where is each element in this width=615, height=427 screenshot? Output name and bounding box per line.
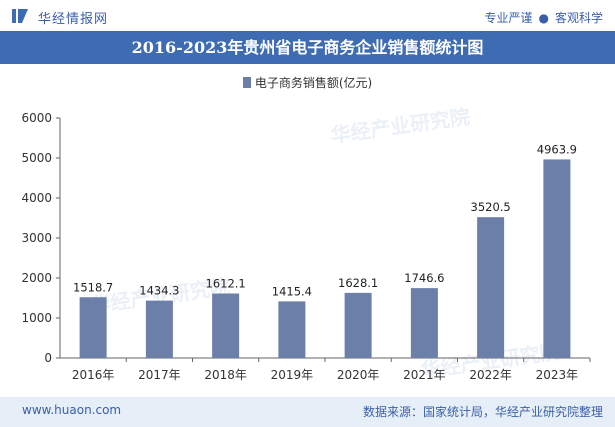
- data-label: 1415.4: [272, 284, 312, 298]
- bar: [278, 301, 306, 358]
- y-tick-label: 5000: [21, 151, 52, 165]
- data-label: 3520.5: [471, 200, 511, 214]
- y-tick-label: 1000: [21, 311, 52, 325]
- y-tick-label: 0: [44, 351, 52, 365]
- x-tick-label: 2020年: [337, 368, 380, 382]
- bar: [212, 293, 240, 358]
- x-tick-label: 2022年: [469, 368, 512, 382]
- chart-title: 2016-2023年贵州省电子商务企业销售额统计图: [0, 31, 615, 64]
- x-tick-label: 2021年: [403, 368, 446, 382]
- bar-chart: 0 1000 2000 3000 4000 5000 6000 1518.7 2016年 1434…: [21, 111, 591, 382]
- bar: [477, 217, 505, 358]
- legend-label: 电子商务销售额(亿元): [254, 76, 373, 90]
- chart-legend: 电子商务销售额(亿元): [0, 74, 615, 91]
- data-label: 1518.7: [73, 280, 113, 294]
- slogan: 专业严谨 ● 客观科学: [484, 9, 603, 26]
- x-tick-label: 2017年: [138, 368, 181, 382]
- x-tick-label: 2018年: [204, 368, 247, 382]
- y-tick-label: 4000: [21, 191, 52, 205]
- legend-swatch: [242, 77, 251, 88]
- y-tick-label: 2000: [21, 271, 52, 285]
- bar: [145, 300, 173, 358]
- slogan-right: 客观科学: [554, 11, 603, 25]
- separator-dot-icon: ●: [538, 11, 549, 25]
- x-tick-label: 2019年: [271, 368, 314, 382]
- bar: [79, 297, 107, 358]
- bar: [344, 292, 372, 358]
- footer-url[interactable]: www.huaon.com: [22, 403, 122, 417]
- data-source: 数据来源：国家统计局，华经产业研究院整理: [362, 405, 603, 419]
- brand-name: 华经情报网: [38, 12, 109, 27]
- x-tick-label: 2016年: [72, 368, 115, 382]
- huajing-logo-icon: [12, 9, 28, 23]
- y-tick-label: 6000: [21, 111, 52, 125]
- data-label: 1628.1: [338, 276, 378, 290]
- slogan-left: 专业严谨: [484, 11, 533, 25]
- data-label: 1746.6: [404, 271, 444, 285]
- top-bar: 华经情报网 专业严谨 ● 客观科学: [0, 0, 615, 31]
- x-tick-label: 2023年: [536, 368, 579, 382]
- y-tick-label: 3000: [21, 231, 52, 245]
- data-label: 1434.3: [139, 284, 179, 298]
- footer: www.huaon.com 数据来源：国家统计局，华经产业研究院整理: [0, 397, 615, 427]
- data-label: 4963.9: [537, 142, 577, 156]
- bar: [410, 288, 438, 358]
- data-label: 1612.1: [206, 277, 246, 291]
- bar: [543, 159, 571, 358]
